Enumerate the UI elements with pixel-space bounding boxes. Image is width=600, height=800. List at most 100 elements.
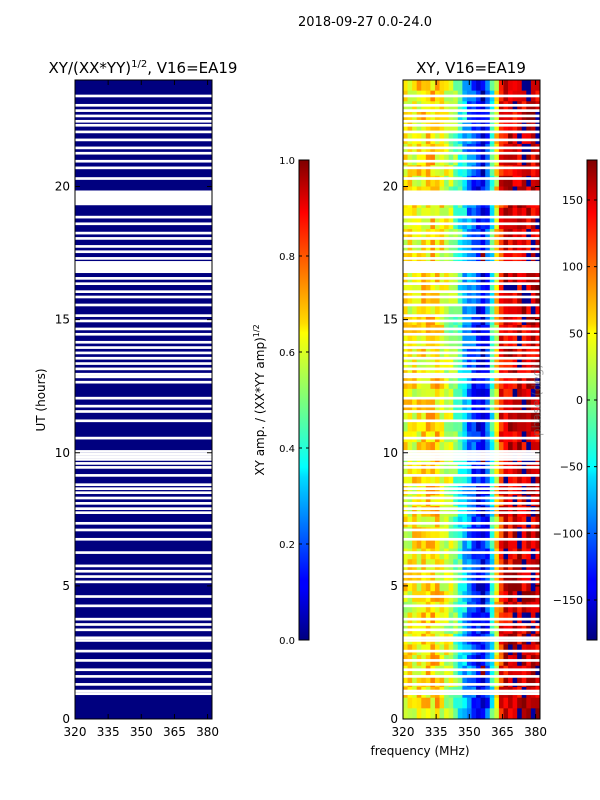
phase-cell [403,495,408,507]
phase-cell [444,378,450,390]
phase-cell [407,324,413,336]
phase-cell [526,250,532,262]
phase-cell [498,601,504,613]
phase-cell [403,165,408,177]
phase-cell [512,708,518,720]
right-gap-row [403,340,540,344]
phase-cell [521,122,527,134]
phase-cell [512,601,518,613]
phase-cell [508,495,513,507]
phase-cell [508,175,513,187]
colorbar-tick-label: 0.6 [279,348,295,359]
phase-cell [430,165,436,177]
phase-cell [512,143,518,155]
phase-cell [521,484,527,496]
phase-cell [471,101,477,113]
phase-cell [434,484,440,496]
phase-cell [448,165,454,177]
phase-cell [403,175,408,187]
phase-cell [448,527,454,539]
phase-cell [416,495,422,507]
phase-cell [439,165,445,177]
phase-cell [453,143,459,155]
phase-cell [444,101,450,113]
phase-cell [462,388,468,400]
phase-cell [434,378,440,390]
phase-cell [476,324,482,336]
phase-cell [448,601,454,613]
left-gap-row [75,649,212,653]
phase-cell [466,665,472,677]
phase-cell [466,122,472,134]
phase-cell [530,420,536,432]
phase-cell [416,708,422,720]
phase-cell [421,175,427,187]
phase-cell [485,324,491,336]
phase-cell [476,143,482,155]
phase-cell [530,601,536,613]
phase-cell [480,676,486,688]
right-gap-row [403,146,540,150]
phase-cell [517,601,523,613]
phase-cell [462,101,468,113]
left-gap-row [75,351,212,355]
phase-cell [494,484,500,496]
left-gap-row [75,462,212,465]
phase-cell [489,250,495,262]
phase-cell [412,474,418,486]
phase-cell [489,207,495,219]
phase-cell [444,388,450,400]
phase-cell [425,250,431,262]
phase-cell [430,122,436,134]
phase-cell [485,101,491,113]
phase-cell [535,303,541,315]
phase-cell [403,143,408,155]
left-y-axis-label: UT (hours) [34,368,48,431]
phase-cell [485,474,491,486]
phase-cell [494,165,500,177]
phase-cell [489,601,495,613]
phase-cell [466,527,472,539]
phase-cell [512,229,518,241]
phase-cell [535,388,541,400]
phase-cell [517,303,523,315]
phase-cell [425,548,431,560]
phase-cell [421,420,427,432]
phase-cell [444,537,450,549]
phase-cell [508,442,513,454]
phase-cell [494,122,500,134]
left-gap-row [75,177,212,180]
left-gap-row [75,628,212,632]
phase-cell [430,474,436,486]
phase-cell [480,250,486,262]
phase-cell [517,80,523,92]
phase-cell [494,250,500,262]
phase-cell [448,697,454,709]
right-gap-row [403,569,540,573]
phase-cell [485,665,491,677]
phase-cell [485,484,491,496]
phase-cell [494,420,500,432]
left-gap-row [75,245,212,248]
x-tick-label: 320 [392,725,415,739]
phase-cell [471,410,477,422]
phase-cell [439,282,445,294]
phase-cell [512,388,518,400]
phase-cell [526,580,532,592]
phase-cell [530,495,536,507]
phase-cell [512,250,518,262]
right-gap-row [403,295,540,299]
phase-cell [453,250,459,262]
phase-cell [535,676,541,688]
left-plot-frame [74,79,213,720]
phase-cell [425,474,431,486]
phase-cell [407,410,413,422]
phase-cell [425,495,431,507]
phase-cell [517,388,523,400]
phase-cell [521,378,527,390]
phase-cell [453,697,459,709]
phase-cell [517,474,523,486]
left-gap-row [75,375,212,379]
phase-cell [412,293,418,305]
phase-cell [494,282,500,294]
